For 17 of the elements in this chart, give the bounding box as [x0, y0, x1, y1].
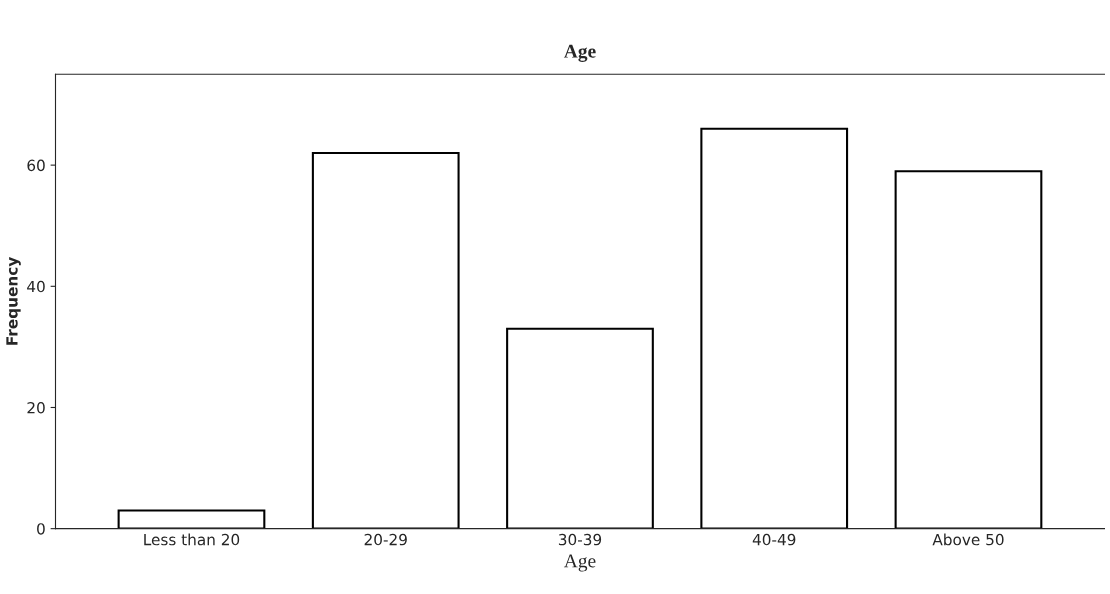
x-tick-label: 20-29: [364, 533, 407, 546]
bar: [700, 127, 849, 529]
bar: [894, 170, 1043, 529]
x-tick-label: 40-49: [752, 533, 796, 546]
x-tick-label: Less than 20: [144, 533, 240, 546]
x-tick-label: 30-39: [558, 533, 602, 546]
y-tick-label: 40: [27, 280, 45, 293]
y-tick-label: 20: [27, 401, 45, 414]
x-tick-label: Above 50: [932, 533, 1004, 546]
y-tick-label: 60: [27, 159, 45, 172]
y-axis-title: Frequency: [6, 257, 21, 345]
bar: [506, 327, 654, 529]
bar: [311, 151, 460, 529]
chart-title: Age: [563, 44, 596, 62]
bar: [117, 509, 266, 529]
x-axis-title: Age: [563, 554, 596, 572]
y-tick-label: 0: [37, 523, 45, 535]
